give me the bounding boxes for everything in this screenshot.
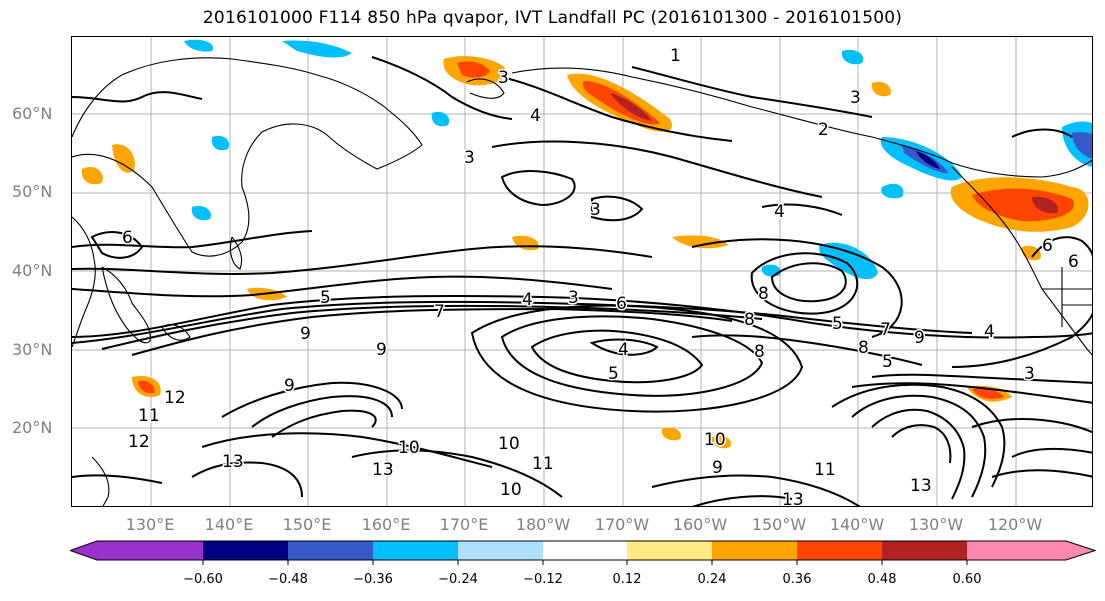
graticule (72, 37, 1092, 506)
contour-label: 13 (910, 476, 932, 496)
contour-label: 13 (782, 490, 804, 507)
contour-label: 9 (284, 376, 295, 396)
lon-label-120w: 120°W (987, 515, 1043, 534)
colorbar-ticks (202, 560, 968, 565)
contour-label: 7 (434, 302, 445, 322)
ivt-contours (72, 56, 1092, 506)
contour-label: 12 (128, 432, 150, 452)
colorbar-extend-high (967, 541, 1095, 560)
lon-label-160w: 160°W (672, 515, 728, 534)
contour-label: 4 (774, 202, 785, 222)
colorbar-segment (627, 541, 712, 560)
contour-label: 10 (500, 480, 522, 500)
colorbar (70, 540, 1096, 565)
contour-label: 3 (568, 288, 579, 308)
lon-label-130e: 130°E (125, 515, 175, 534)
contour-label: 10 (704, 430, 726, 450)
contour-label: 4 (522, 290, 533, 310)
contour-label: 5 (608, 364, 619, 384)
colorbar-segment (797, 541, 882, 560)
contour-label: 8 (758, 284, 769, 304)
map-canvas: 1 3 4 3 3 2 3 4 6 6 8 5 7 4 3 6 5 9 9 9 … (72, 37, 1092, 507)
contour-label: 3 (498, 68, 509, 88)
contour-label: 9 (376, 340, 387, 360)
contour-label: 4 (618, 340, 629, 360)
contour-label: 10 (398, 438, 420, 458)
colorbar-segment (373, 541, 458, 560)
lon-label-130w: 130°W (908, 515, 964, 534)
lon-label-170w: 170°W (594, 515, 650, 534)
contour-label: 11 (814, 460, 836, 480)
colorbar-tick-label: 0.60 (952, 572, 982, 587)
contour-label: 6 (1042, 236, 1053, 256)
colorbar-tick-label: −0.48 (268, 572, 308, 587)
contour-label: 8 (754, 342, 765, 362)
contour-label: 3 (464, 148, 475, 168)
contour-label: 5 (882, 352, 893, 372)
colorbar-outline (70, 540, 1096, 561)
colorbar-segment (203, 541, 288, 560)
lon-label-150w: 150°W (751, 515, 807, 534)
map-panel: 1 3 4 3 3 2 3 4 6 6 8 5 7 4 3 6 5 9 9 9 … (71, 36, 1093, 507)
contour-label: 7 (880, 320, 891, 340)
contour-label: 11 (532, 454, 554, 474)
colorbar-segment (712, 541, 797, 560)
lat-label-30n: 30°N (12, 340, 53, 359)
contour-label: 2 (818, 120, 829, 140)
contour-label: 6 (122, 228, 133, 248)
contour-label: 9 (300, 324, 311, 344)
colorbar-tick-label: 0.24 (697, 572, 727, 587)
contour-label: 6 (1068, 252, 1079, 272)
contour-label: 10 (498, 434, 520, 454)
map-title: 2016101000 F114 850 hPa qvapor, IVT Land… (202, 8, 903, 28)
colorbar-tick-label: 0.12 (612, 572, 642, 587)
contour-label: 3 (850, 88, 861, 108)
contour-label-group: 1 3 4 3 3 2 3 4 6 6 8 5 7 4 3 6 5 9 9 9 … (121, 45, 1081, 507)
contour-label: 4 (530, 106, 541, 126)
lon-label-140e: 140°E (204, 515, 254, 534)
contour-label: 8 (744, 310, 755, 330)
lat-label-20n: 20°N (12, 418, 53, 437)
lat-label-50n: 50°N (12, 182, 53, 201)
colorbar-tick-label: 0.48 (867, 572, 897, 587)
lon-label-150e: 150°E (282, 515, 332, 534)
contour-label: 11 (138, 406, 160, 426)
contour-label: 1 (670, 46, 681, 66)
lon-label-140w: 140°W (829, 515, 885, 534)
contour-label: 8 (858, 338, 869, 358)
contour-label: 13 (222, 452, 244, 472)
colorbar-tick-label: −0.60 (183, 572, 223, 587)
colorbar-segment (458, 541, 543, 560)
anomaly-shading (81, 39, 1092, 449)
contour-label: 5 (832, 314, 843, 334)
contour-label: 3 (1024, 364, 1035, 384)
colorbar-tick-label: 0.36 (782, 572, 812, 587)
colorbar-extend-low (70, 541, 203, 560)
lat-label-40n: 40°N (12, 261, 53, 280)
colorbar-tick-label: −0.36 (353, 572, 393, 587)
coastlines (72, 57, 1092, 506)
contour-label: 12 (164, 388, 186, 408)
colorbar-tick-label: −0.24 (438, 572, 478, 587)
contour-label: 6 (616, 294, 627, 314)
colorbar-segment (288, 541, 373, 560)
contour-label: 13 (372, 460, 394, 480)
colorbar-segment (882, 541, 967, 560)
lon-label-180w: 180°W (515, 515, 571, 534)
contour-label: 5 (320, 288, 331, 308)
colorbar-segment (543, 541, 627, 560)
lat-label-60n: 60°N (12, 104, 53, 123)
colorbar-segments (70, 541, 1095, 560)
lon-label-160e: 160°E (361, 515, 411, 534)
contour-label: 3 (590, 200, 601, 220)
colorbar-tick-label: −0.12 (523, 572, 563, 587)
contour-label: 9 (712, 458, 723, 478)
lon-label-170e: 170°E (439, 515, 489, 534)
contour-label: 9 (914, 328, 925, 348)
contour-label: 4 (984, 322, 995, 342)
